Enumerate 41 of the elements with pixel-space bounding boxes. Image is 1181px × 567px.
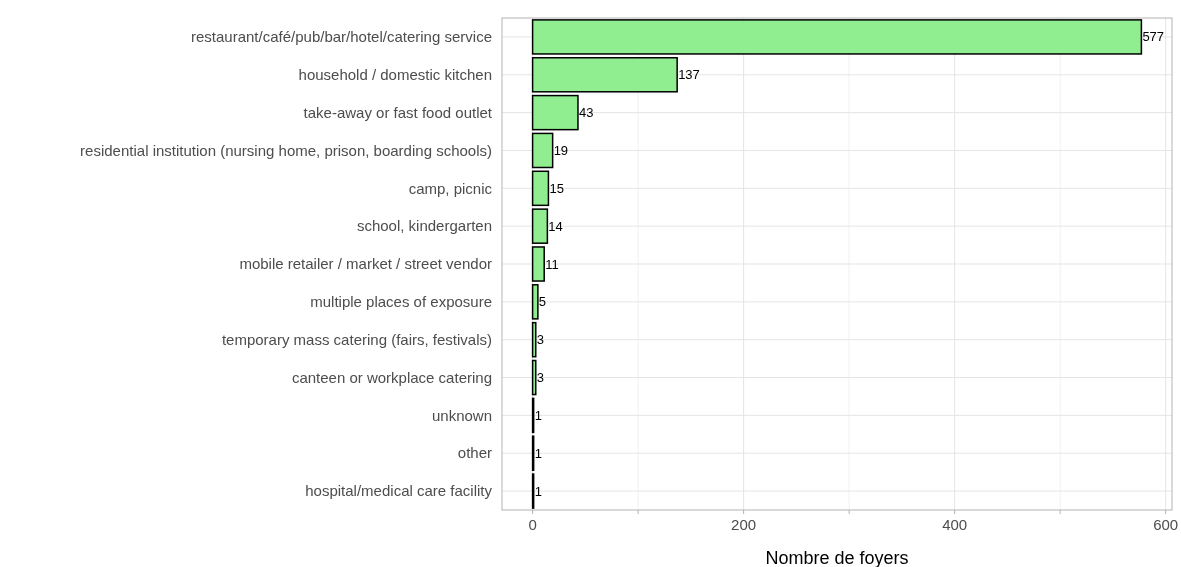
x-tick-label: 400 <box>942 516 968 533</box>
data-label: 14 <box>548 218 563 234</box>
y-tick-label: restaurant/café/pub/bar/hotel/catering service <box>190 28 492 46</box>
bar <box>531 56 678 93</box>
bar <box>531 94 579 131</box>
x-tick-label: 0 <box>528 516 537 533</box>
y-tick-label: school, kindergarten <box>356 217 492 235</box>
y-tick-label: multiple places of exposure <box>310 293 492 311</box>
y-tick-label: household / domestic kitchen <box>298 66 492 84</box>
bar <box>531 321 537 358</box>
y-tick-label: temporary mass catering (fairs, festivals) <box>221 330 492 348</box>
bar <box>531 284 539 320</box>
bar <box>531 170 550 207</box>
bar <box>531 132 554 169</box>
y-tick-label: camp, picnic <box>408 179 493 197</box>
data-label: 1 <box>534 407 542 423</box>
y-tick-label: mobile retailer / market / street vendor <box>239 255 492 273</box>
y-tick-label: residential institution (nursing home, prison, boarding schools) <box>80 141 492 159</box>
data-label: 577 <box>1142 29 1165 45</box>
data-label: 19 <box>553 143 569 159</box>
data-label: 3 <box>536 332 544 348</box>
y-tick-label: unknown <box>431 406 492 424</box>
data-label: 137 <box>678 67 700 83</box>
y-tick-label: hospital/medical care facility <box>305 482 493 500</box>
bar <box>531 359 537 396</box>
data-label: 11 <box>545 256 559 272</box>
bar <box>531 208 549 244</box>
bar <box>531 246 545 282</box>
data-label: 15 <box>549 180 564 196</box>
y-tick-label: canteen or workplace catering <box>291 368 492 386</box>
y-tick-label: other <box>457 444 492 462</box>
data-label: 3 <box>536 370 544 386</box>
x-axis-title: Nombre de foyers <box>765 548 909 567</box>
x-tick-label: 600 <box>1153 516 1179 533</box>
data-label: 1 <box>534 483 542 499</box>
y-tick-label: take-away or fast food outlet <box>303 103 493 121</box>
data-label: 5 <box>538 294 547 310</box>
bar <box>531 19 1143 55</box>
data-label: 43 <box>578 105 594 121</box>
x-tick-label: 200 <box>731 516 757 533</box>
data-label: 1 <box>534 445 542 461</box>
